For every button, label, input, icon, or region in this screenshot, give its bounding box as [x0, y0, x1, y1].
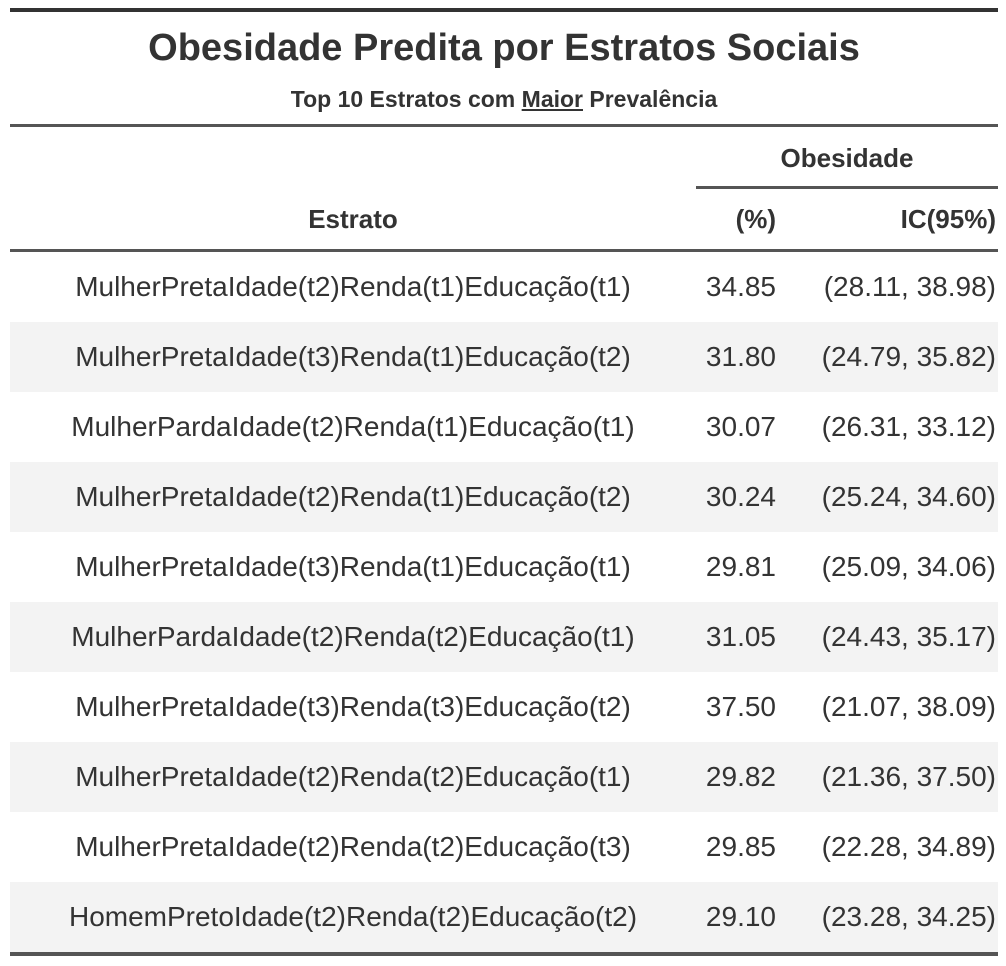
cell-pct: 29.85 — [705, 831, 776, 862]
table-row: MulherPretaIdade(t3)Renda(t1)Educação(t2… — [10, 322, 998, 392]
cell-estrato: HomemPretoIdade(t2)Renda(t2)Educação(t2) — [10, 882, 696, 952]
cell-ic: (21.36, 37.50) — [788, 742, 998, 812]
cell-ic: (24.43, 35.17) — [788, 602, 998, 672]
cell-pct: 30.07 — [705, 411, 776, 442]
column-header-ic: IC(95%) — [788, 189, 998, 252]
spanner-empty — [10, 127, 696, 189]
table-subtitle: Top 10 Estratos com Maior Prevalência — [10, 86, 998, 113]
cell-ic: (22.28, 34.89) — [821, 831, 996, 862]
cell-estrato: MulherPardaIdade(t2)Renda(t1)Educação(t1… — [71, 411, 635, 442]
cell-estrato: MulherPretaIdade(t2)Renda(t2)Educação(t3… — [75, 831, 631, 862]
cell-ic: (26.31, 33.12) — [821, 411, 996, 442]
cell-pct: 30.24 — [696, 462, 788, 532]
cell-ic: (28.11, 38.98) — [823, 271, 996, 302]
cell-ic: (24.79, 35.82) — [788, 322, 998, 392]
table-row: HomemPretoIdade(t2)Renda(t2)Educação(t2)… — [10, 882, 998, 952]
cell-pct: 29.10 — [696, 882, 788, 952]
table-container: Obesidade Predita por Estratos Sociais T… — [10, 8, 998, 956]
bottom-rule — [10, 952, 998, 956]
cell-estrato: MulherPretaIdade(t2)Renda(t1)Educação(t2… — [10, 462, 696, 532]
table-row: MulherPardaIdade(t2)Renda(t1)Educação(t1… — [10, 392, 998, 462]
column-header-estrato: Estrato — [10, 189, 696, 252]
subtitle-emphasis: Maior — [521, 86, 583, 112]
cell-estrato: MulherPardaIdade(t2)Renda(t2)Educação(t1… — [10, 602, 696, 672]
spanner-obesidade: Obesidade — [696, 127, 998, 189]
cell-pct: 31.80 — [696, 322, 788, 392]
spanner-row: Obesidade — [10, 127, 998, 189]
table-row: MulherPretaIdade(t2)Renda(t2)Educação(t3… — [10, 812, 998, 882]
cell-estrato: MulherPretaIdade(t3)Renda(t1)Educação(t2… — [10, 322, 696, 392]
cell-pct: 29.81 — [705, 551, 776, 582]
table-row: MulherPretaIdade(t3)Renda(t1)Educação(t1… — [10, 532, 998, 602]
subtitle-post: Prevalência — [583, 86, 718, 112]
cell-pct: 37.50 — [705, 691, 776, 722]
column-header-pct: (%) — [696, 189, 788, 252]
cell-estrato: MulherPretaIdade(t2)Renda(t1)Educação(t1… — [75, 271, 631, 302]
cell-estrato: MulherPretaIdade(t3)Renda(t1)Educação(t1… — [75, 551, 631, 582]
cell-pct: 34.85 — [705, 271, 776, 302]
table-row: MulherPretaIdade(t3)Renda(t3)Educação(t2… — [10, 672, 998, 742]
cell-ic: (23.28, 34.25) — [788, 882, 998, 952]
cell-ic: (21.07, 38.09) — [821, 691, 996, 722]
spanner-rule — [696, 186, 998, 189]
data-table: Obesidade Estrato (%) IC(95%) MulherPret… — [10, 127, 998, 952]
cell-ic: (25.24, 34.60) — [788, 462, 998, 532]
cell-pct: 29.82 — [696, 742, 788, 812]
spanner-label: Obesidade — [780, 142, 914, 173]
table-row: MulherPretaIdade(t2)Renda(t2)Educação(t1… — [10, 742, 998, 812]
cell-estrato: MulherPretaIdade(t3)Renda(t3)Educação(t2… — [75, 691, 631, 722]
cell-ic: (25.09, 34.06) — [821, 551, 996, 582]
table-row: MulherPretaIdade(t2)Renda(t1)Educação(t2… — [10, 462, 998, 532]
cell-estrato: MulherPretaIdade(t2)Renda(t2)Educação(t1… — [10, 742, 696, 812]
table-title: Obesidade Predita por Estratos Sociais — [148, 27, 860, 69]
table-row: MulherPardaIdade(t2)Renda(t2)Educação(t1… — [10, 602, 998, 672]
column-header-row: Estrato (%) IC(95%) — [10, 189, 998, 252]
subtitle-pre: Top 10 Estratos com — [290, 86, 522, 112]
table-row: MulherPretaIdade(t2)Renda(t1)Educação(t1… — [10, 251, 998, 323]
top-rule — [10, 8, 998, 12]
title-rule — [10, 124, 998, 127]
table-body: MulherPretaIdade(t2)Renda(t1)Educação(t1… — [10, 251, 998, 952]
cell-pct: 31.05 — [696, 602, 788, 672]
